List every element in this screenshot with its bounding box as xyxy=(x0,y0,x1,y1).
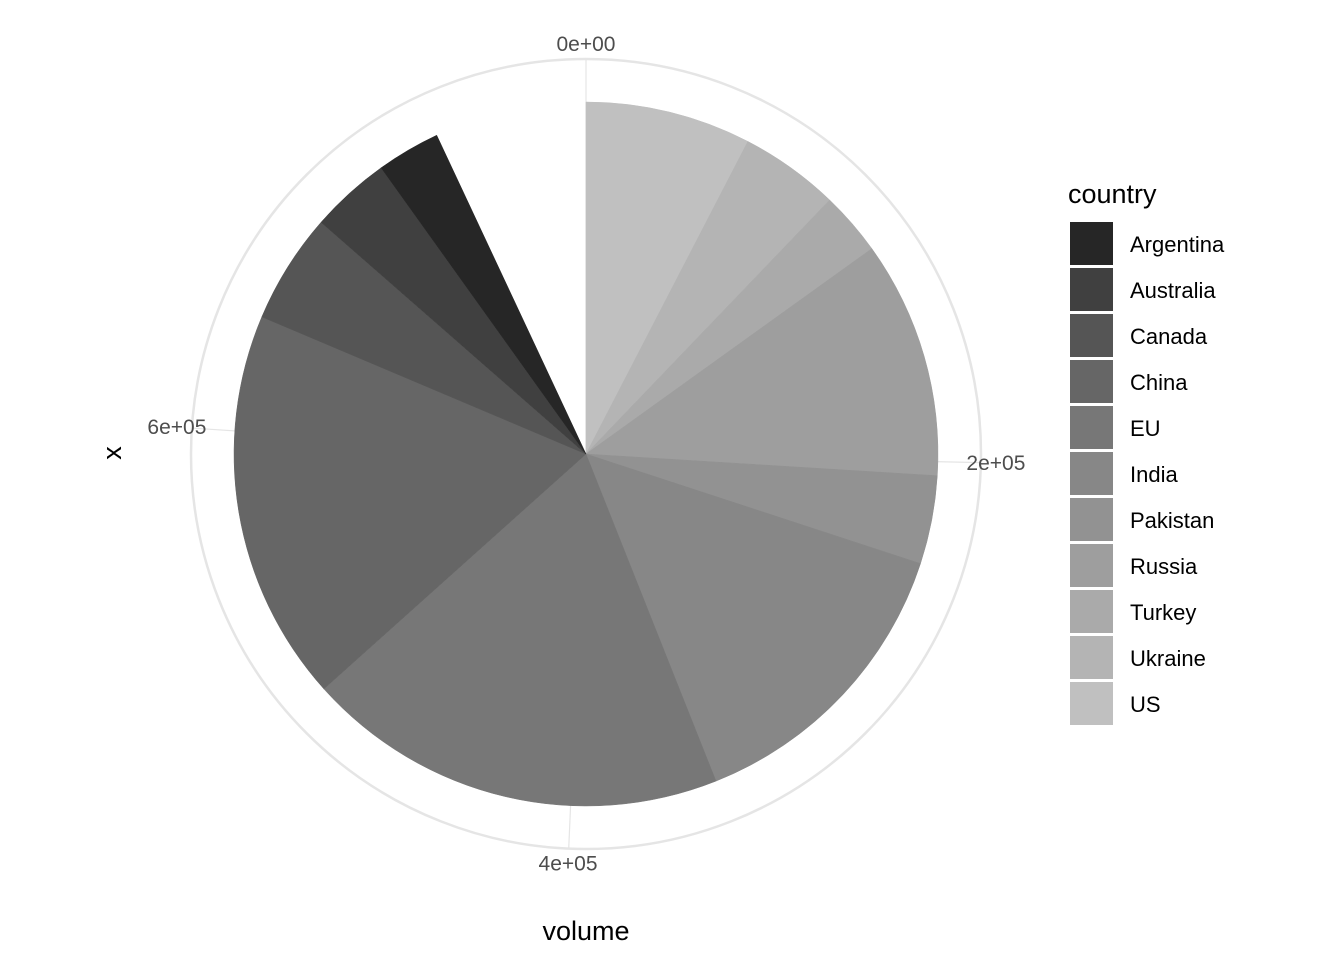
legend-label-argentina: Argentina xyxy=(1130,232,1225,257)
legend-key-russia xyxy=(1070,544,1113,587)
legend-key-ukraine xyxy=(1070,636,1113,679)
legend-title: country xyxy=(1068,179,1157,209)
legend-key-pakistan xyxy=(1070,498,1113,541)
legend-key-us xyxy=(1070,682,1113,725)
legend-key-australia xyxy=(1070,268,1113,311)
slice-us xyxy=(585,101,749,455)
slice-india xyxy=(585,453,921,782)
legend-label-us: US xyxy=(1130,692,1161,717)
tick-label-6e+05: 6e+05 xyxy=(147,416,206,439)
slice-argentina xyxy=(380,134,587,455)
legend-label-china: China xyxy=(1130,370,1188,395)
legend-label-pakistan: Pakistan xyxy=(1130,508,1214,533)
tick-label-0e+00: 0e+00 xyxy=(557,33,616,56)
slice-eu xyxy=(323,453,717,807)
legend-label-ukraine: Ukraine xyxy=(1130,646,1206,671)
pie-slices xyxy=(233,101,939,807)
slice-russia xyxy=(585,248,939,476)
radial-tick-labels: 0e+00 2e+05 4e+05 6e+05 xyxy=(147,33,1025,876)
tick-label-2e+05: 2e+05 xyxy=(966,452,1025,475)
x-axis-title: volume xyxy=(542,916,629,946)
legend-key-canada xyxy=(1070,314,1113,357)
legend-label-eu: EU xyxy=(1130,416,1161,441)
legend-label-turkey: Turkey xyxy=(1130,600,1196,625)
legend-label-russia: Russia xyxy=(1130,554,1198,579)
legend: country Argentina Australia Canada China EU I… xyxy=(1068,179,1225,725)
legend-key-china xyxy=(1070,360,1113,403)
legend-key-turkey xyxy=(1070,590,1113,633)
legend-label-canada: Canada xyxy=(1130,324,1208,349)
legend-key-argentina xyxy=(1070,222,1113,265)
y-axis-title: x xyxy=(97,446,127,460)
legend-key-india xyxy=(1070,452,1113,495)
slice-china xyxy=(233,316,587,690)
legend-key-eu xyxy=(1070,406,1113,449)
tick-label-4e+05: 4e+05 xyxy=(539,853,598,876)
legend-label-india: India xyxy=(1130,462,1178,487)
legend-label-australia: Australia xyxy=(1130,278,1216,303)
